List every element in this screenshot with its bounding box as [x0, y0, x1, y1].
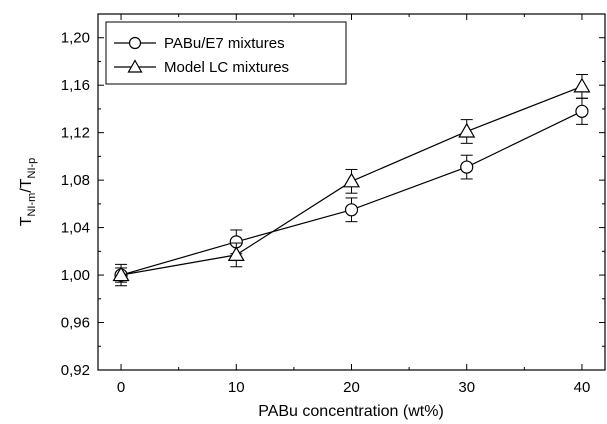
data-point — [227, 246, 245, 261]
x-tick-label: 10 — [228, 379, 245, 396]
data-point — [344, 203, 359, 217]
data-point — [573, 77, 591, 93]
y-tick-label: 1,00 — [61, 267, 90, 284]
legend-marker-series-1 — [128, 36, 142, 50]
data-point — [342, 172, 361, 188]
x-tick-label: 30 — [458, 379, 475, 396]
legend-box — [105, 21, 347, 85]
y-tick-label: 1,16 — [61, 77, 90, 94]
series-layer — [112, 74, 591, 287]
legend-label-series-2: Model LC mixtures — [164, 59, 289, 76]
data-point — [112, 266, 130, 282]
y-tick-label: 1,20 — [61, 30, 90, 47]
x-tick-label: 40 — [574, 379, 591, 396]
y-axis-title: TNI-m/TNI-p — [18, 158, 38, 227]
data-point — [575, 104, 589, 118]
x-tick-label: 20 — [343, 379, 360, 396]
legend-marker-series-2 — [127, 59, 143, 73]
y-tick-label: 0,96 — [61, 315, 90, 332]
y-tick-label: 1,12 — [61, 125, 90, 142]
x-axis-title: PABu concentration (wt%) — [258, 403, 444, 420]
y-tick-label: 1,04 — [61, 220, 90, 237]
x-tick-label: 0 — [117, 379, 125, 396]
y-tick-label: 1,08 — [61, 172, 90, 189]
data-point — [460, 160, 474, 174]
legend: PABu/E7 mixtures Model LC mixtures — [105, 21, 347, 85]
series-2 — [112, 74, 591, 283]
y-tick-label: 0,92 — [61, 362, 90, 379]
axis-ticks: 0,92 0,96 1,00 1,04 1,08 1,12 1,16 1,20 0 10 20 30 4… — [61, 14, 605, 396]
legend-label-series-1: PABu/E7 mixtures — [164, 35, 285, 52]
data-point — [458, 122, 476, 138]
